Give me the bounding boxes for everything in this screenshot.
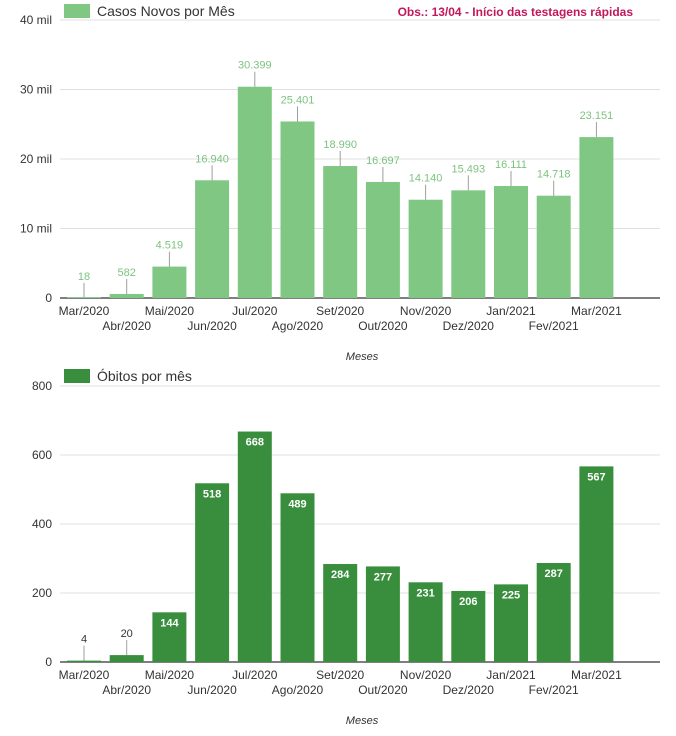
y-tick-label: 800: [32, 379, 52, 393]
x-axis-title: Meses: [346, 715, 379, 727]
bar: [195, 483, 230, 662]
deaths-chart: 0 200 400 600 800 4 Mar/2020 20 Abr/2020 144 Mai/2…: [32, 368, 660, 727]
bar: [109, 655, 144, 662]
data-label: 668: [246, 437, 264, 449]
bar: [237, 431, 272, 662]
x-tick-label: Out/2020: [358, 683, 408, 697]
data-label: 20: [121, 628, 133, 640]
x-tick-label: Dez/2020: [443, 319, 495, 333]
data-label: 206: [459, 596, 477, 608]
legend-label: Óbitos por mês: [97, 368, 192, 384]
x-tick-label: Jul/2020: [232, 304, 278, 318]
y-tick-label: 600: [32, 448, 52, 462]
data-label: 15.493: [451, 163, 485, 175]
legend-swatch: [64, 4, 90, 18]
data-label: 567: [587, 471, 605, 483]
x-tick-label: Out/2020: [358, 319, 408, 333]
bar: [237, 86, 272, 298]
data-label: 518: [203, 488, 221, 500]
data-label: 231: [416, 587, 434, 599]
new-cases-chart: 0 10 mil 20 mil 30 mil 40 mil 18 Mar/2020 582 Ab…: [20, 3, 660, 363]
data-label: 14.718: [537, 169, 571, 181]
data-label: 489: [288, 498, 306, 510]
x-tick-label: Mar/2021: [571, 668, 622, 682]
bar: [195, 180, 230, 298]
bar: [451, 190, 486, 298]
bar: [323, 166, 358, 298]
data-label: 225: [502, 589, 520, 601]
x-tick-label: Abr/2020: [102, 319, 151, 333]
y-tick-label: 400: [32, 517, 52, 531]
x-tick-label: Jun/2020: [187, 683, 237, 697]
bar: [152, 266, 187, 298]
x-tick-label: Abr/2020: [102, 683, 151, 697]
x-tick-label: Fev/2021: [529, 319, 579, 333]
annotation-note: Obs.: 13/04 - Início das testagens rápid…: [398, 5, 634, 19]
x-tick-label: Ago/2020: [272, 683, 324, 697]
x-axis-title: Meses: [346, 351, 379, 363]
bar: [323, 564, 358, 662]
bar: [451, 590, 486, 662]
legend-label: Casos Novos por Mês: [97, 3, 235, 19]
data-label: 4: [81, 634, 87, 646]
bar: [280, 493, 315, 662]
data-label: 4.519: [156, 240, 184, 252]
y-tick-label: 10 mil: [20, 222, 52, 236]
y-tick-label: 0: [45, 291, 52, 305]
y-tick-label: 20 mil: [20, 152, 52, 166]
y-tick-label: 200: [32, 586, 52, 600]
data-label: 277: [374, 571, 392, 583]
bar: [536, 195, 571, 298]
data-label: 16.111: [495, 159, 527, 171]
bar: [109, 293, 144, 298]
x-tick-label: Nov/2020: [400, 304, 452, 318]
x-tick-label: Jan/2021: [486, 668, 536, 682]
bar: [365, 566, 400, 662]
data-label: 30.399: [238, 60, 272, 72]
bar: [67, 297, 101, 298]
data-label: 18: [78, 271, 90, 283]
x-tick-label: Dez/2020: [443, 683, 495, 697]
x-tick-label: Mar/2021: [571, 304, 622, 318]
bar: [536, 562, 571, 662]
data-label: 16.940: [195, 153, 229, 165]
bar: [579, 137, 614, 298]
x-tick-label: Mar/2020: [59, 668, 110, 682]
bar: [408, 199, 443, 298]
x-tick-label: Ago/2020: [272, 319, 324, 333]
bar: [494, 584, 528, 662]
x-tick-label: Mar/2020: [59, 304, 110, 318]
data-label: 144: [160, 617, 179, 629]
bar: [280, 121, 315, 299]
x-tick-label: Set/2020: [316, 304, 364, 318]
y-tick-label: 0: [45, 655, 52, 669]
data-label: 14.140: [409, 173, 443, 185]
x-tick-label: Fev/2021: [529, 683, 579, 697]
data-label: 23.151: [580, 110, 614, 122]
y-tick-label: 40 mil: [20, 13, 52, 27]
data-label: 287: [545, 568, 563, 580]
x-tick-label: Jun/2020: [187, 319, 237, 333]
bar: [494, 186, 528, 298]
data-label: 582: [118, 267, 136, 279]
bar: [579, 466, 614, 662]
x-tick-label: Set/2020: [316, 668, 364, 682]
bar: [67, 660, 101, 662]
data-label: 284: [331, 569, 350, 581]
data-label: 18.990: [323, 139, 357, 151]
bar: [408, 582, 443, 662]
legend-swatch: [64, 369, 90, 383]
x-tick-label: Jan/2021: [486, 304, 536, 318]
x-tick-label: Nov/2020: [400, 668, 452, 682]
x-tick-label: Mai/2020: [145, 304, 195, 318]
data-label: 25.401: [281, 94, 315, 106]
bar: [152, 612, 187, 662]
bar: [365, 181, 400, 298]
data-label: 16.697: [366, 155, 400, 167]
y-tick-label: 30 mil: [20, 83, 52, 97]
x-tick-label: Jul/2020: [232, 668, 278, 682]
x-tick-label: Mai/2020: [145, 668, 195, 682]
